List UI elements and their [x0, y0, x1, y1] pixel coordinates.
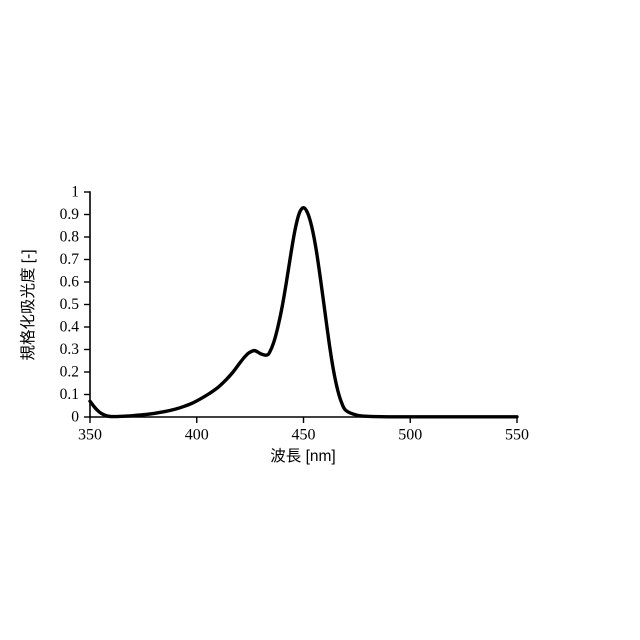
y-tick-label: 1	[71, 184, 79, 201]
y-axis-title: 規格化吸光度 [-]	[19, 249, 37, 360]
y-tick-label: 0.4	[60, 319, 80, 336]
y-tick-label: 0.5	[60, 296, 80, 313]
x-axis-title: 波長 [nm]	[270, 447, 335, 465]
x-tick-label: 400	[185, 426, 209, 443]
x-tick-group: 350 400 450 500 550	[78, 417, 529, 443]
absorbance-spectrum-chart: 0 0.1 0.2 0.3 0.4 0.5 0.6 0.7 0.8 0.9 1 350 400 450 5…	[0, 0, 640, 640]
page-root: 0 0.1 0.2 0.3 0.4 0.5 0.6 0.7 0.8 0.9 1 350 400 450 5…	[0, 0, 640, 640]
y-tick-label: 0.8	[60, 229, 80, 246]
y-tick-label: 0	[71, 409, 79, 426]
x-tick-label: 450	[292, 426, 316, 443]
x-tick-label: 550	[505, 426, 529, 443]
y-tick-label: 0.6	[60, 274, 80, 291]
x-tick-label: 500	[398, 426, 422, 443]
y-tick-label: 0.7	[60, 251, 80, 268]
spectrum-curve	[90, 208, 517, 417]
y-tick-label: 0.9	[60, 206, 80, 223]
y-tick-label: 0.2	[60, 364, 79, 381]
y-tick-group: 0 0.1 0.2 0.3 0.4 0.5 0.6 0.7 0.8 0.9 1	[60, 184, 90, 426]
x-tick-label: 350	[78, 426, 102, 443]
y-tick-label: 0.1	[60, 386, 79, 403]
chart-svg: 0 0.1 0.2 0.3 0.4 0.5 0.6 0.7 0.8 0.9 1 350 400 450 5…	[0, 0, 640, 640]
y-tick-label: 0.3	[60, 341, 80, 358]
